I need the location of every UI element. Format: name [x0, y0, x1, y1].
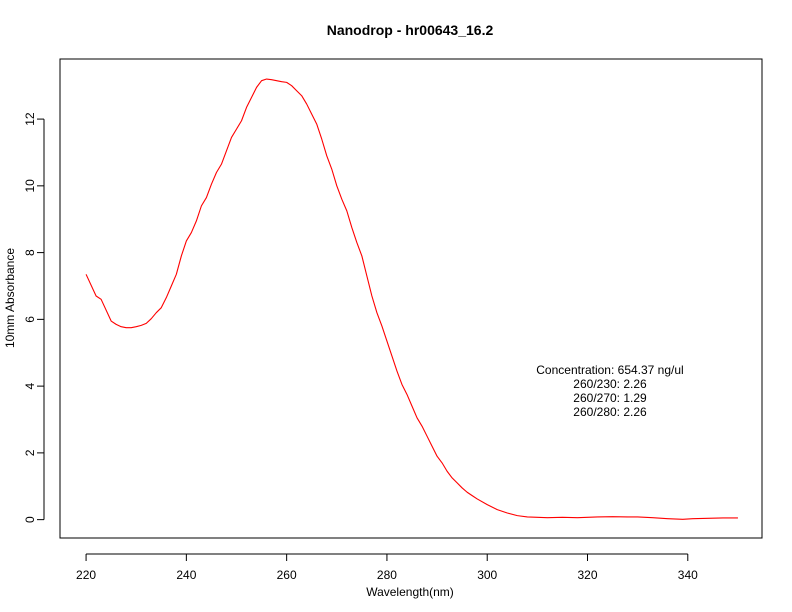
x-tick-label: 220	[76, 568, 96, 582]
chart-title: Nanodrop - hr00643_16.2	[327, 22, 494, 38]
x-axis-label: Wavelength(nm)	[366, 585, 454, 599]
x-tick-label: 260	[277, 568, 297, 582]
x-tick-label: 300	[477, 568, 497, 582]
concentration-text: Concentration: 654.37 ng/ul	[536, 363, 683, 377]
y-tick-label: 8	[23, 249, 37, 256]
ratio-260-270-text: 260/270: 1.29	[573, 391, 647, 405]
y-tick-label: 12	[23, 112, 37, 126]
y-tick-label: 2	[23, 449, 37, 456]
x-axis: 220 240 260 280 300 320 340	[76, 553, 698, 582]
series-group	[85, 78, 738, 520]
stats-annotation: Concentration: 654.37 ng/ul 260/230: 2.2…	[536, 363, 683, 419]
ratio-260-230-text: 260/230: 2.26	[573, 377, 647, 391]
y-tick-label: 10	[23, 179, 37, 193]
y-axis-label: 10mm Absorbance	[3, 248, 17, 348]
y-axis: 0 2 4 6 8 10 12	[23, 112, 45, 523]
ratio-260-280-text: 260/280: 2.26	[573, 405, 647, 419]
y-tick-label: 6	[23, 316, 37, 323]
absorbance-line	[85, 78, 738, 520]
x-tick-label: 340	[678, 568, 698, 582]
x-tick-label: 280	[377, 568, 397, 582]
x-tick-label: 320	[577, 568, 597, 582]
plot-frame	[59, 58, 763, 539]
x-tick-label: 240	[176, 568, 196, 582]
y-tick-label: 0	[23, 516, 37, 523]
y-tick-label: 4	[23, 382, 37, 389]
